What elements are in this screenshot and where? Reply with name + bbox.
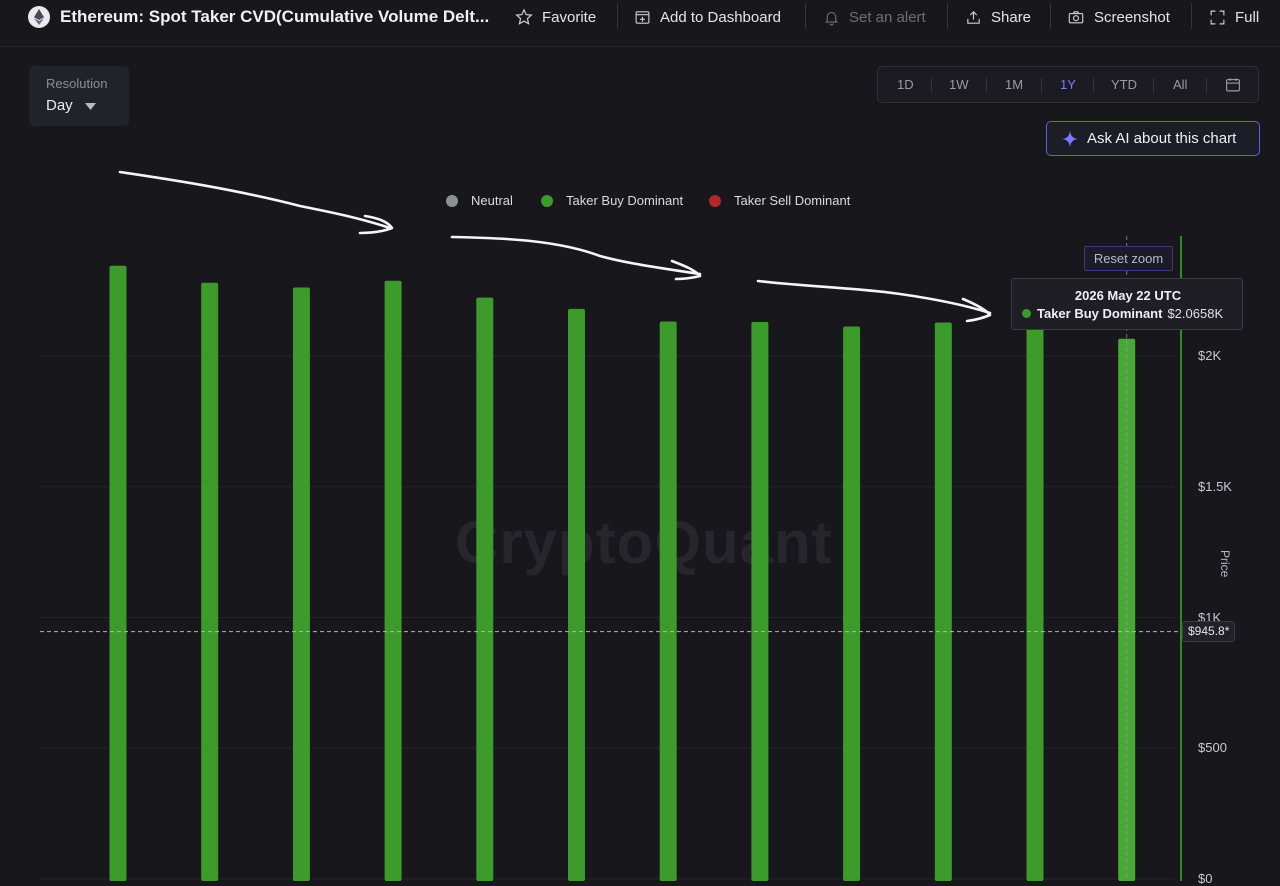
header-divider xyxy=(0,46,1280,47)
range-divider xyxy=(1206,78,1207,93)
bar-taker-buy-dominant[interactable] xyxy=(476,297,494,881)
time-range-selector: 1D 1W 1M 1Y YTD All xyxy=(877,66,1259,103)
current-price-tag: $945.8* xyxy=(1182,621,1236,642)
bar-taker-buy-dominant[interactable] xyxy=(109,265,127,881)
bar-taker-buy-dominant[interactable] xyxy=(934,322,952,881)
range-divider xyxy=(1041,78,1042,93)
set-alert-button[interactable]: Set an alert xyxy=(823,7,926,27)
range-all-button[interactable]: All xyxy=(1173,77,1188,92)
legend-dot-icon xyxy=(709,194,721,207)
chart-legend: Neutral Taker Buy Dominant Taker Sell Do… xyxy=(0,193,1280,209)
favorite-button[interactable]: Favorite xyxy=(515,7,596,27)
resolution-value: Day xyxy=(46,97,73,114)
range-divider xyxy=(1093,78,1094,93)
y-tick-label: $2K xyxy=(1198,348,1222,363)
legend-label: Taker Sell Dominant xyxy=(734,193,851,208)
range-1d-button[interactable]: 1D xyxy=(897,77,914,92)
toolbar-divider xyxy=(1050,3,1051,29)
y-tick-label: $500 xyxy=(1198,740,1227,756)
screenshot-button[interactable]: Screenshot xyxy=(1067,7,1170,27)
bar-taker-buy-dominant[interactable] xyxy=(751,322,769,881)
bell-icon xyxy=(824,11,839,25)
reset-zoom-button[interactable]: Reset zoom xyxy=(1084,246,1173,271)
tooltip-row: Taker Buy Dominant $2.0658K xyxy=(1022,306,1223,321)
share-label: Share xyxy=(991,8,1032,26)
y-tick-label: $1K xyxy=(1198,609,1222,625)
annotation-arrow xyxy=(450,235,702,281)
range-1w-button[interactable]: 1W xyxy=(949,77,969,92)
cryptoquant-watermark: CryptoQuant xyxy=(455,509,833,576)
bar-taker-buy-dominant[interactable] xyxy=(201,282,219,881)
sparkle-icon xyxy=(1061,130,1079,147)
range-ytd-button[interactable]: YTD xyxy=(1111,77,1137,92)
ask-ai-label: Ask AI about this chart xyxy=(1087,130,1237,147)
legend-label: Taker Buy Dominant xyxy=(566,193,684,208)
range-divider xyxy=(931,78,932,93)
bar-taker-buy-dominant[interactable] xyxy=(384,280,402,881)
tooltip-date: 2026 May 22 UTC xyxy=(1074,288,1182,303)
add-to-dashboard-button[interactable]: Add to Dashboard xyxy=(634,7,781,27)
annotation-arrow xyxy=(756,279,992,323)
bar-taker-buy-dominant[interactable] xyxy=(1026,327,1044,881)
star-icon xyxy=(515,8,533,25)
toolbar-divider xyxy=(805,3,806,29)
tooltip-series-name: Taker Buy Dominant xyxy=(1037,306,1163,321)
ask-ai-button[interactable]: Ask AI about this chart xyxy=(1046,121,1260,156)
legend-label: Neutral xyxy=(471,193,513,208)
toolbar-divider xyxy=(1191,3,1192,29)
caret-down-icon xyxy=(85,103,96,110)
legend-dot-icon xyxy=(446,194,458,207)
bar-taker-buy-dominant[interactable] xyxy=(568,308,585,881)
legend-item-neutral[interactable]: Neutral xyxy=(446,193,513,208)
calendar-icon[interactable] xyxy=(1224,76,1242,93)
bar-taker-buy-dominant[interactable] xyxy=(292,287,310,881)
resolution-select[interactable]: Resolution Day xyxy=(29,66,129,126)
y-axis-title: Price xyxy=(1218,550,1232,578)
toolbar-divider xyxy=(617,3,618,29)
y-tick-label: $0 xyxy=(1198,871,1213,886)
fullscreen-icon xyxy=(1210,10,1225,24)
ethereum-logo-icon xyxy=(28,6,50,28)
set-alert-label: Set an alert xyxy=(849,8,926,26)
bar-taker-buy-dominant[interactable] xyxy=(843,326,861,881)
range-1y-button[interactable]: 1Y xyxy=(1060,77,1076,92)
share-button[interactable]: Share xyxy=(965,7,1031,27)
range-divider xyxy=(986,78,987,93)
screenshot-label: Screenshot xyxy=(1094,8,1170,26)
bar-taker-buy-dominant[interactable] xyxy=(659,321,677,881)
share-icon xyxy=(967,10,980,24)
annotation-arrow xyxy=(118,170,394,235)
legend-dot-icon xyxy=(541,194,553,207)
toolbar: Ethereum: Spot Taker CVD(Cumulative Volu… xyxy=(0,0,1280,34)
page-title: Ethereum: Spot Taker CVD(Cumulative Volu… xyxy=(60,7,490,26)
camera-icon xyxy=(1068,10,1084,23)
range-1m-button[interactable]: 1M xyxy=(1005,77,1024,92)
tooltip-value: $2.0658K xyxy=(1167,306,1224,321)
chart-tooltip: 2026 May 22 UTC Taker Buy Dominant $2.06… xyxy=(1011,278,1243,330)
y-tick-label: $1.5K xyxy=(1198,478,1232,494)
toolbar-divider xyxy=(947,3,948,29)
favorite-label: Favorite xyxy=(542,8,597,26)
dashboard-add-icon xyxy=(635,10,650,24)
fullscreen-label: Full xyxy=(1235,8,1260,26)
legend-item-taker-buy[interactable]: Taker Buy Dominant xyxy=(541,193,683,208)
add-to-dashboard-label: Add to Dashboard xyxy=(660,8,781,26)
tooltip-series-dot-icon xyxy=(1022,309,1031,318)
fullscreen-button[interactable]: Full xyxy=(1209,7,1259,27)
range-divider xyxy=(1153,78,1154,93)
resolution-label: Resolution xyxy=(46,76,108,91)
legend-item-taker-sell[interactable]: Taker Sell Dominant xyxy=(709,193,850,208)
